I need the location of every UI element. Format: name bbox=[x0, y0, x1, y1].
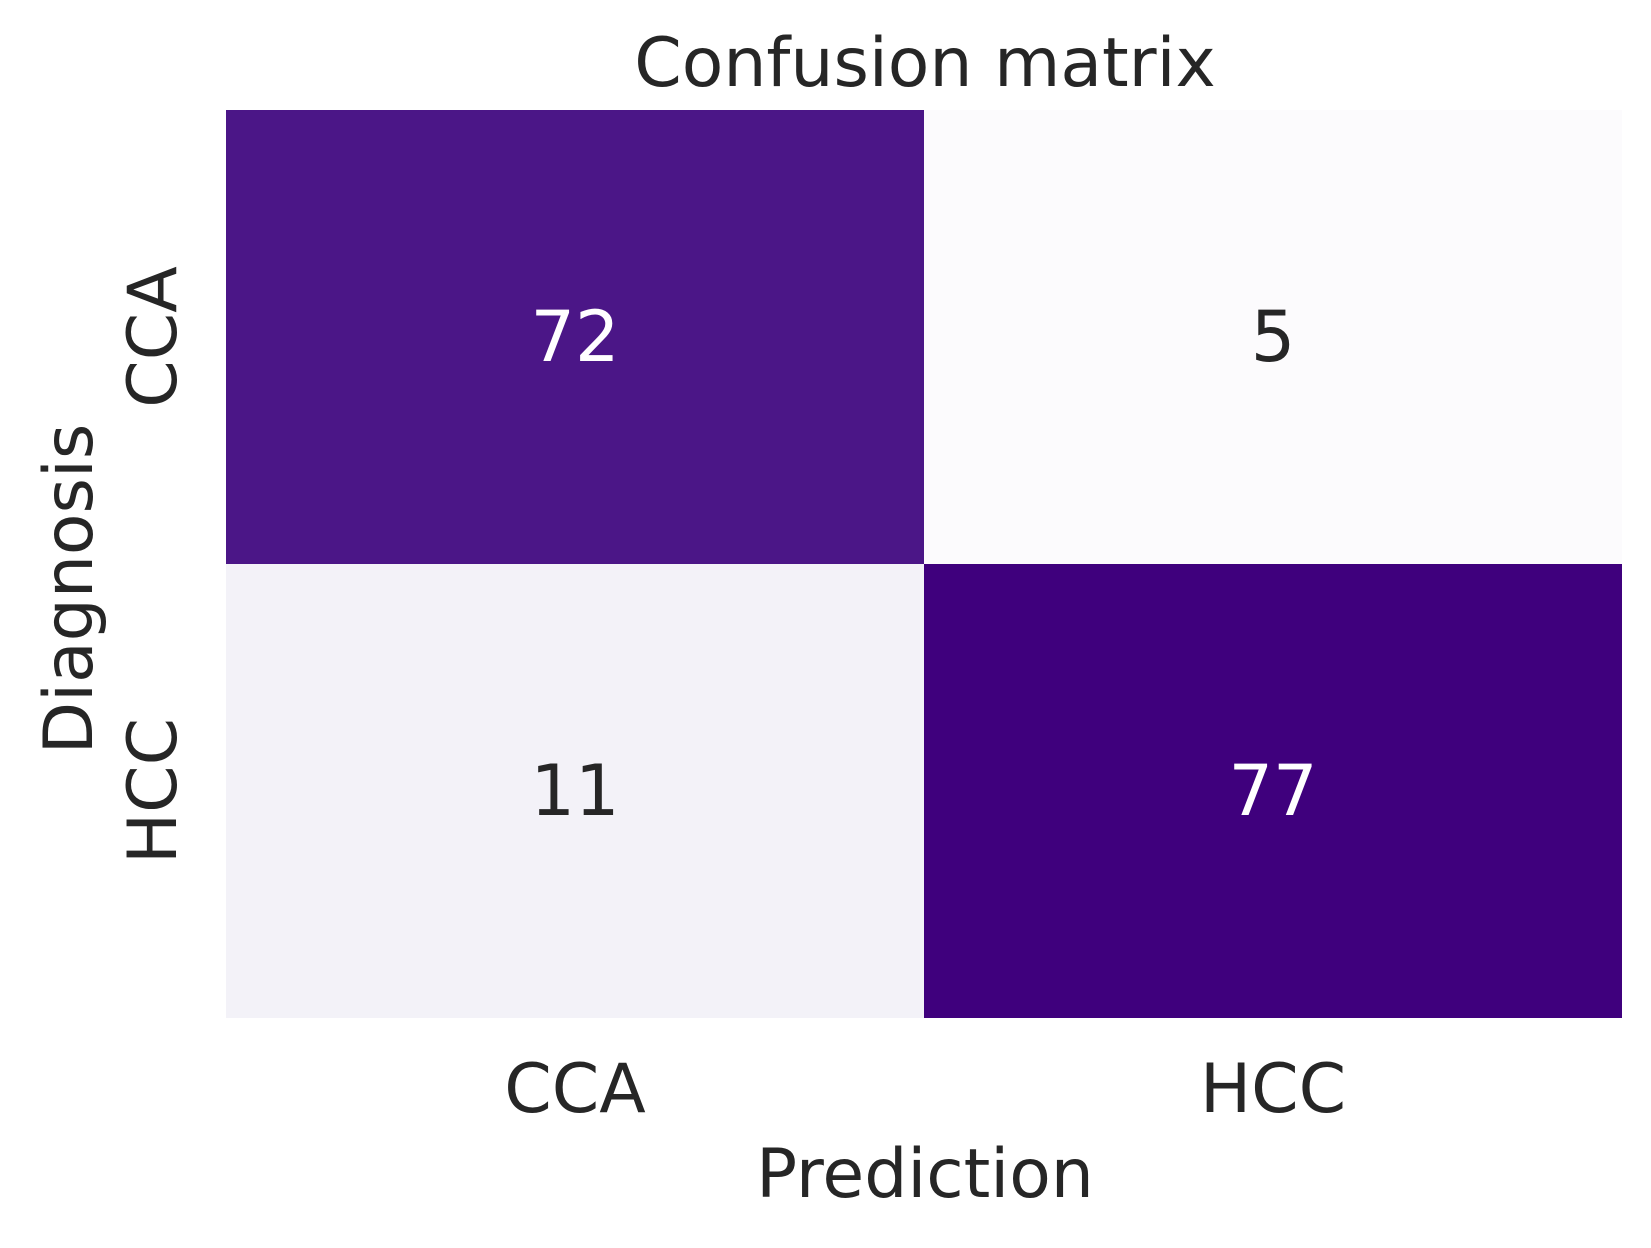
x-axis-label: Prediction bbox=[756, 1135, 1094, 1214]
cell-value-label: 11 bbox=[530, 750, 619, 832]
y-axis-label: Diagnosis bbox=[30, 424, 109, 755]
heatmap-cell-hcc-hcc bbox=[924, 564, 1622, 1018]
y-tick-label: CCA bbox=[114, 266, 193, 407]
cell-value-label: 72 bbox=[530, 296, 619, 378]
heatmap-cell-cca-cca bbox=[226, 110, 924, 564]
heatmap-cell-hcc-cca bbox=[226, 564, 924, 1018]
x-tick-labels: CCA HCC bbox=[504, 1050, 1346, 1129]
y-tick-label: HCC bbox=[114, 718, 193, 864]
chart-title: Confusion matrix bbox=[634, 24, 1216, 103]
y-tick-labels: CCA HCC bbox=[114, 266, 193, 864]
cell-value-label: 77 bbox=[1228, 750, 1317, 832]
cell-value-label: 5 bbox=[1251, 296, 1296, 378]
heatmap-cell-cca-hcc bbox=[924, 110, 1622, 564]
x-tick-label: CCA bbox=[504, 1050, 645, 1129]
x-tick-label: HCC bbox=[1200, 1050, 1346, 1129]
heatmap-cell-labels: 72 5 11 77 bbox=[530, 296, 1317, 832]
heatmap-cells bbox=[226, 110, 1622, 1018]
